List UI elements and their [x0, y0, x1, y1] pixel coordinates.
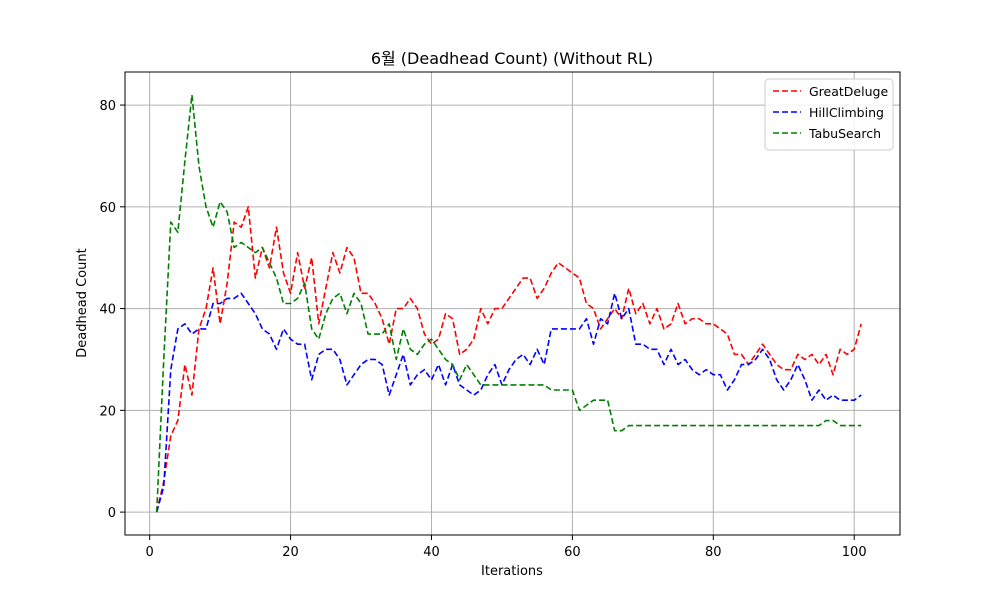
chart-title: 6월 (Deadhead Count) (Without RL) — [371, 49, 653, 68]
series-line-greatdeluge — [155, 206, 863, 513]
legend-label: GreatDeluge — [809, 84, 888, 99]
x-tick-label: 20 — [282, 545, 299, 560]
y-tick-label: 80 — [99, 99, 116, 114]
series-lines — [155, 94, 863, 513]
x-tick-label: 40 — [423, 545, 440, 560]
y-tick-label: 40 — [99, 303, 116, 318]
axis-ticks: 0 20 40 60 80 100 0 20 40 60 80 — [99, 99, 866, 560]
series-line-tabusearch — [155, 94, 862, 513]
y-tick-label: 20 — [99, 404, 116, 419]
legend-label: HillClimbing — [809, 105, 884, 120]
x-tick-label: 100 — [842, 545, 867, 560]
series-line-hillclimbing — [155, 292, 862, 513]
x-tick-label: 80 — [705, 545, 722, 560]
y-tick-label: 0 — [108, 506, 116, 521]
legend-label: TabuSearch — [808, 126, 881, 141]
y-axis-label: Deadhead Count — [75, 248, 90, 357]
x-tick-label: 0 — [146, 545, 154, 560]
y-tick-label: 60 — [99, 201, 116, 216]
x-tick-label: 60 — [564, 545, 581, 560]
plot-frame — [124, 71, 901, 536]
legend: GreatDeluge HillClimbing TabuSearch — [764, 78, 894, 151]
x-axis-label: Iterations — [481, 564, 543, 579]
